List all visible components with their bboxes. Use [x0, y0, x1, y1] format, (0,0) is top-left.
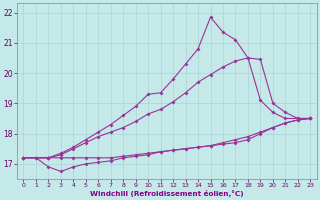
- X-axis label: Windchill (Refroidissement éolien,°C): Windchill (Refroidissement éolien,°C): [90, 190, 244, 197]
